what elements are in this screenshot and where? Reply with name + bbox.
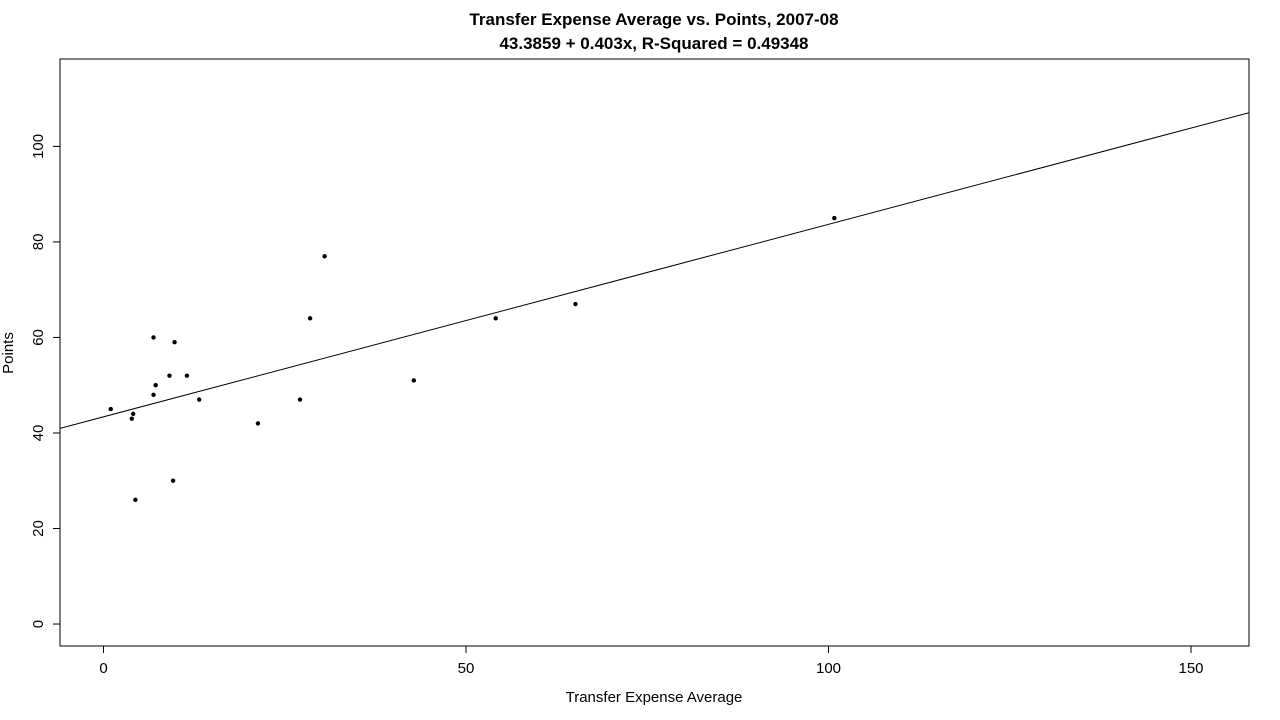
data-point	[832, 215, 837, 221]
data-point	[108, 406, 113, 412]
data-point	[573, 301, 578, 307]
y-tick-label: 60	[30, 329, 47, 346]
data-point	[170, 478, 176, 483]
data-point	[493, 316, 498, 321]
x-tick-label: 150	[1178, 660, 1203, 677]
y-tick-label: 80	[30, 234, 47, 251]
data-point	[184, 373, 190, 378]
data-point	[153, 383, 158, 388]
data-point	[129, 416, 134, 421]
y-tick-label: 0	[30, 620, 47, 628]
y-tick-label: 20	[30, 520, 47, 537]
data-point	[151, 392, 156, 397]
x-axis-label: Transfer Expense Average	[566, 689, 743, 706]
data-point	[131, 411, 136, 417]
data-point	[307, 316, 313, 321]
data-point	[133, 497, 138, 503]
data-point	[255, 421, 261, 426]
y-tick-label: 40	[30, 425, 47, 442]
data-point	[197, 397, 202, 402]
data-point	[411, 378, 416, 383]
chart-title: Transfer Expense Average vs. Points, 200…	[469, 10, 838, 29]
plot-frame	[59, 58, 1250, 647]
data-point	[167, 373, 172, 378]
x-tick-label: 50	[458, 660, 475, 677]
y-axis-label: Points	[0, 332, 17, 374]
plot-area: 0 50 100 150 0 20 40 60 80 100	[30, 58, 1250, 677]
x-tick-label: 100	[816, 660, 841, 677]
x-tick-label: 0	[99, 660, 107, 677]
data-point	[172, 340, 177, 345]
data-point	[297, 397, 303, 402]
chart-subtitle: 43.3859 + 0.403x, R-Squared = 0.49348	[499, 34, 808, 53]
regression-line	[60, 112, 1249, 429]
data-point	[322, 254, 327, 259]
data-point	[151, 335, 156, 340]
y-tick-label: 100	[30, 134, 47, 159]
